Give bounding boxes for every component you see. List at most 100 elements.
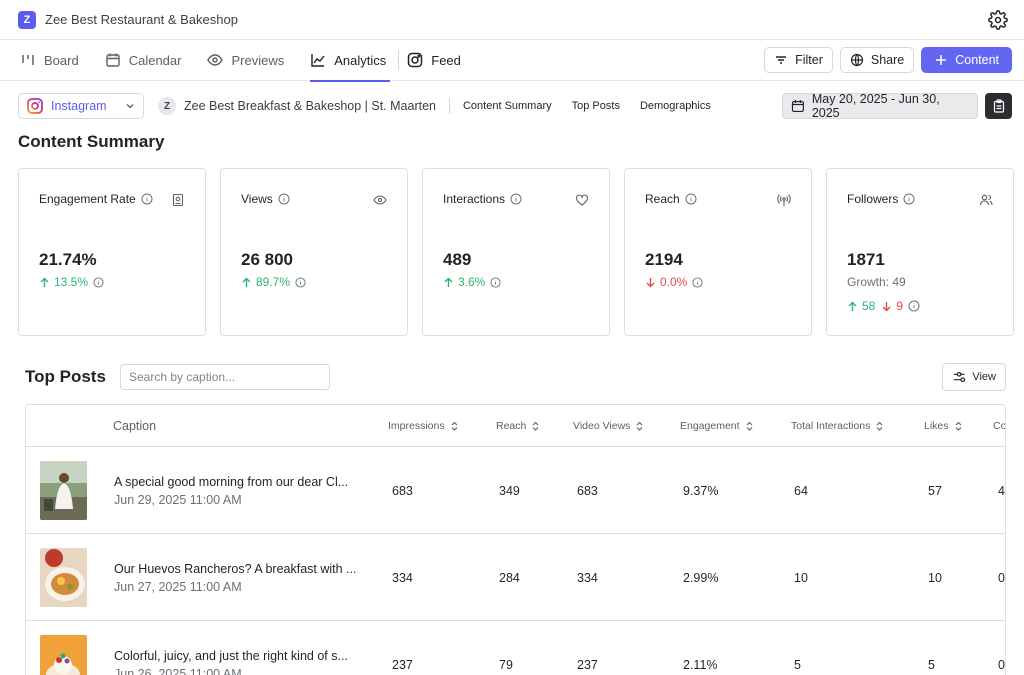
table-row[interactable]: A special good morning from our dear Cl.… [26, 447, 1005, 534]
column-label: Reach [496, 420, 527, 432]
add-content-button[interactable]: Content [921, 47, 1012, 73]
info-icon[interactable] [278, 193, 290, 205]
cell-impressions: 683 [392, 484, 413, 498]
column-impressions[interactable]: Impressions [388, 405, 459, 447]
tab-calendar[interactable]: Calendar [105, 40, 190, 81]
cell-likes: 5 [928, 658, 935, 672]
sort-icon [955, 421, 961, 431]
filter-bar: Instagram Z Zee Best Breakfast & Bakesho… [18, 92, 1012, 120]
sort-icon [637, 421, 643, 431]
chart-line-icon [311, 54, 325, 67]
info-icon[interactable] [490, 276, 501, 288]
view-options-button[interactable]: View [942, 363, 1006, 391]
cell-likes: 10 [928, 571, 942, 585]
metric-value: 26 800 [241, 250, 293, 269]
info-icon[interactable] [510, 193, 522, 205]
chevron-down-icon [126, 104, 134, 109]
column-likes[interactable]: Likes [924, 405, 963, 447]
platform-select[interactable]: Instagram [18, 93, 144, 119]
metric-label: Engagement Rate [39, 192, 153, 206]
metric-delta-value: 0.0% [660, 275, 688, 289]
info-icon[interactable] [903, 193, 915, 205]
eye-icon [207, 54, 224, 66]
cell-comments: 4 [998, 484, 1005, 498]
app-header: Z Zee Best Restaurant & Bakeshop [0, 0, 1024, 40]
post-caption: Our Huevos Rancheros? A breakfast with .… [114, 562, 357, 576]
link-top-posts[interactable]: Top Posts [571, 100, 620, 112]
metric-card-engagement-rate: Engagement Rate 21.74% 13.5% [18, 168, 206, 336]
metric-delta: 0.0% [645, 275, 707, 289]
followers-lost: 9 [896, 299, 904, 313]
info-icon[interactable] [141, 193, 153, 205]
main-nav: Board Calendar Previews Analytics Feed F… [0, 40, 1024, 82]
top-posts-title: Top Posts [25, 367, 106, 386]
report-button[interactable] [985, 93, 1012, 119]
account-name[interactable]: Zee Best Breakfast & Bakeshop | St. Maar… [184, 99, 436, 113]
date-range-picker[interactable]: May 20, 2025 - Jun 30, 2025 [782, 92, 978, 120]
caption-search-input[interactable] [120, 364, 330, 390]
filter-label: Filter [795, 53, 823, 67]
followers-gained: 58 [862, 299, 876, 313]
photo-person-icon [40, 461, 87, 520]
cell-video-views: 334 [577, 571, 598, 585]
metric-value: 21.74% [39, 250, 97, 269]
arrow-up-icon [848, 301, 857, 311]
arrow-up-icon [242, 277, 251, 287]
filter-button[interactable]: Filter [764, 47, 833, 73]
post-thumbnail [40, 635, 87, 675]
tab-feed[interactable]: Feed [407, 40, 469, 81]
link-demographics[interactable]: Demographics [639, 100, 711, 112]
gear-icon[interactable] [988, 10, 1008, 30]
cell-total-interactions: 5 [794, 658, 801, 672]
users-icon [979, 194, 993, 206]
info-icon[interactable] [295, 276, 306, 288]
tab-label: Analytics [334, 52, 387, 68]
post-thumbnail [40, 461, 87, 520]
share-button[interactable]: Share [839, 47, 915, 73]
post-date: Jun 26, 2025 11:00 AM [114, 667, 242, 675]
tab-previews[interactable]: Previews [207, 40, 292, 81]
metric-label: Reach [645, 192, 697, 206]
sort-icon [877, 421, 883, 431]
instagram-icon [408, 52, 423, 68]
platform-label: Instagram [51, 99, 107, 113]
tab-analytics[interactable]: Analytics [310, 40, 394, 82]
content-summary-title: Content Summary [18, 132, 165, 151]
cell-video-views: 237 [577, 658, 598, 672]
cell-total-interactions: 10 [794, 571, 808, 585]
cell-likes: 57 [928, 484, 942, 498]
info-icon[interactable] [685, 193, 697, 205]
cell-video-views: 683 [577, 484, 598, 498]
table-row[interactable]: Our Huevos Rancheros? A breakfast with .… [26, 534, 1005, 621]
metric-delta: 89.7% [241, 275, 310, 289]
top-posts-table: Caption Impressions Reach Video Views En… [25, 404, 1006, 675]
metric-label: Followers [847, 192, 915, 206]
sort-icon [746, 421, 752, 431]
filter-icon [776, 56, 787, 64]
photo-food-icon [40, 548, 87, 607]
metric-delta-value: 89.7% [256, 275, 291, 289]
info-icon[interactable] [692, 276, 703, 288]
column-video-views[interactable]: Video Views [573, 405, 644, 447]
column-reach[interactable]: Reach [496, 405, 540, 447]
metric-card-followers: Followers 1871 Growth: 49 58 9 [826, 168, 1014, 336]
cell-engagement: 2.11% [683, 658, 718, 672]
column-comments[interactable]: Co [993, 420, 1006, 432]
tab-divider [398, 50, 400, 70]
tab-board[interactable]: Board [20, 40, 87, 81]
column-total-interactions[interactable]: Total Interactions [791, 405, 884, 447]
table-row[interactable]: Colorful, juicy, and just the right kind… [26, 621, 1005, 675]
arrow-up-icon [444, 277, 453, 287]
cell-reach: 349 [499, 484, 520, 498]
column-engagement[interactable]: Engagement [680, 405, 754, 447]
arrow-up-icon [40, 277, 49, 287]
metric-label-text: Followers [847, 192, 899, 206]
column-label: Video Views [573, 420, 631, 432]
link-content-summary[interactable]: Content Summary [462, 100, 552, 112]
broadcast-icon [777, 194, 791, 206]
info-icon[interactable] [908, 300, 920, 312]
info-icon[interactable] [93, 276, 104, 288]
app-title: Zee Best Restaurant & Bakeshop [45, 12, 238, 27]
metric-label: Views [241, 192, 290, 206]
share-label: Share [870, 53, 905, 67]
